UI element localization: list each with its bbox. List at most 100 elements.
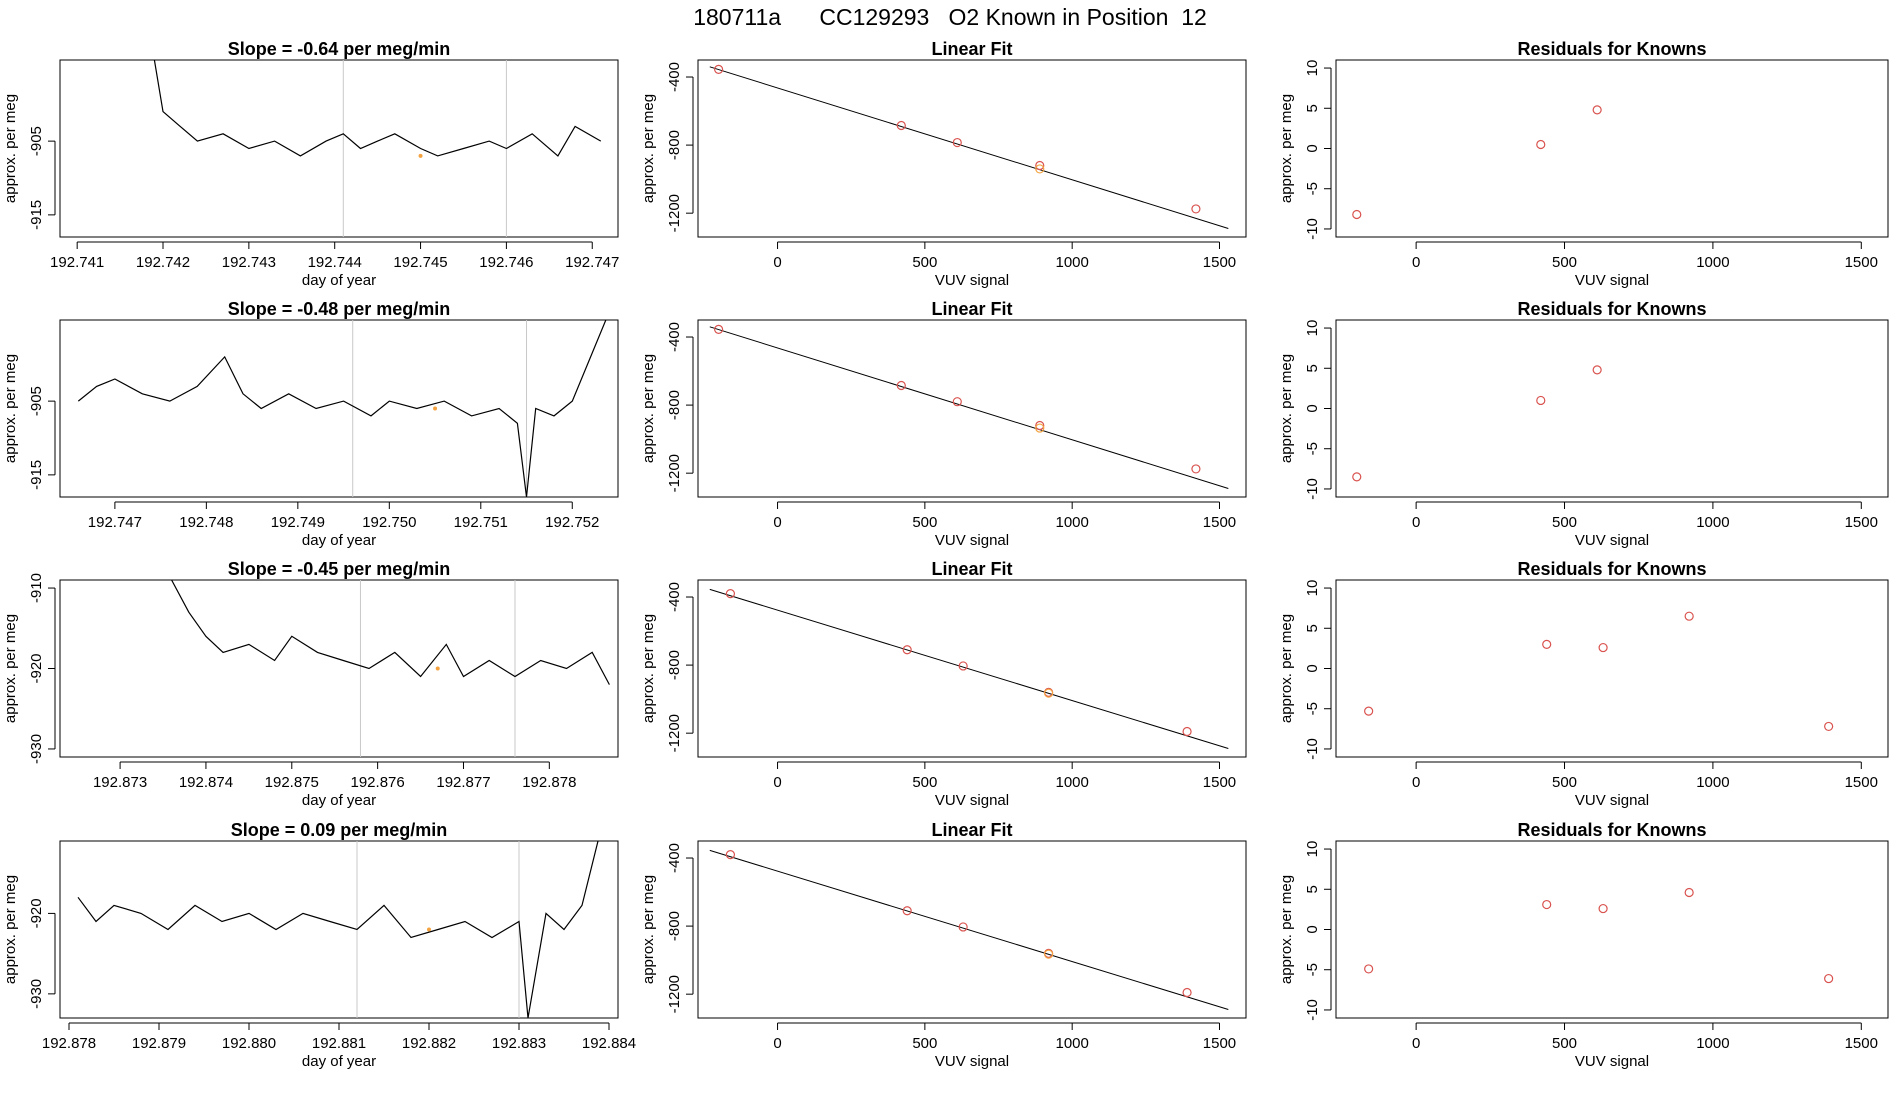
data-point (725, 589, 736, 599)
y-tick-label: -800 (666, 390, 683, 420)
y-tick-label: -400 (666, 582, 683, 612)
y-tick-label: -905 (28, 386, 45, 416)
plot-area (153, 60, 602, 237)
data-point (958, 661, 968, 671)
y-tick-label: 10 (1304, 841, 1321, 858)
y-tick-label: -920 (28, 653, 45, 683)
data-point (1684, 887, 1694, 898)
y-tick-label: 0 (1304, 404, 1321, 412)
chart-panel-7: Slope = -0.45 per meg/min 192.873 192.874 1… (2, 559, 619, 809)
y-tick-label: -5 (1304, 182, 1321, 195)
chart-title: Slope = -0.48 per meg/min (228, 299, 451, 319)
y-tick-label: -905 (28, 126, 45, 156)
y-tick-label: -400 (666, 322, 683, 352)
x-tick-label: 500 (1552, 514, 1577, 531)
x-tick-label: 0 (1412, 1035, 1420, 1052)
x-tick-label: 192.750 (362, 514, 416, 531)
plot-area (1364, 611, 1834, 732)
data-point (896, 380, 906, 391)
chart-title: Linear Fit (931, 39, 1012, 59)
plot-frame (59, 579, 619, 758)
x-tick-label: 1000 (1055, 254, 1088, 271)
plot-area (1352, 105, 1602, 220)
chart-panel-3: Residuals for Knowns 0 500 1000 1500 VUV sign… (1278, 39, 1889, 289)
series-line (171, 580, 610, 685)
x-tick-label: 192.878 (42, 1035, 96, 1052)
data-point (1536, 395, 1546, 406)
y-axis-label: approx. per meg (640, 875, 657, 984)
x-tick-label: 500 (912, 774, 937, 791)
x-tick-label: 0 (1412, 254, 1420, 271)
y-axis-label: approx. per meg (1278, 614, 1295, 723)
chart-title: Slope = 0.09 per meg/min (231, 820, 448, 840)
plot-area (77, 841, 599, 1018)
highlight-marker (427, 927, 431, 932)
chart-title: Linear Fit (931, 299, 1012, 319)
x-axis-label: VUV signal (935, 1053, 1009, 1070)
y-axis-label: approx. per meg (2, 354, 19, 463)
y-tick-label: -1200 (666, 194, 683, 232)
x-tick-label: 192.746 (479, 254, 533, 271)
y-axis-label: approx. per meg (1278, 94, 1295, 203)
chart-title: Slope = -0.64 per meg/min (228, 39, 451, 59)
highlight-marker (433, 406, 438, 411)
data-point (1592, 365, 1602, 375)
x-tick-label: 192.873 (93, 774, 147, 791)
y-tick-label: 10 (1304, 320, 1321, 337)
plot-frame (59, 59, 619, 238)
y-tick-label: -1200 (666, 454, 683, 492)
x-tick-label: 192.751 (454, 514, 508, 531)
x-tick-label: 192.741 (50, 254, 104, 271)
x-tick-label: 192.748 (179, 514, 233, 531)
x-tick-label: 1500 (1845, 254, 1878, 271)
y-tick-label: -5 (1304, 963, 1321, 976)
x-tick-label: 0 (773, 514, 781, 531)
data-point (896, 120, 906, 131)
y-axis-label: approx. per meg (1278, 875, 1295, 984)
data-point (1824, 973, 1834, 984)
y-tick-label: -800 (666, 650, 683, 680)
chart-panel-10: Slope = 0.09 per meg/min 192.878 192.879 19… (2, 820, 636, 1070)
plot-area (1352, 365, 1602, 482)
x-axis-label: day of year (302, 792, 376, 809)
chart-title: Linear Fit (931, 820, 1012, 840)
x-tick-label: 1500 (1845, 1035, 1878, 1052)
y-axis-label: approx. per meg (2, 614, 19, 723)
x-tick-label: 1000 (1696, 774, 1729, 791)
chart-panel-9: Residuals for Knowns 0 500 1000 1500 VUV sign… (1278, 559, 1889, 809)
x-tick-label: 192.883 (492, 1035, 546, 1052)
plot-frame (1335, 59, 1889, 238)
x-tick-label: 0 (773, 254, 781, 271)
x-tick-label: 0 (1412, 774, 1420, 791)
x-tick-label: 1000 (1696, 1035, 1729, 1052)
data-point (1035, 160, 1045, 171)
data-point (1542, 899, 1552, 910)
y-tick-label: -10 (1304, 999, 1321, 1021)
data-point (1364, 964, 1374, 974)
x-tick-label: 192.884 (582, 1035, 636, 1052)
chart-panel-4: Slope = -0.48 per meg/min 192.747 192.748 1… (2, 299, 619, 549)
x-axis-label: VUV signal (1575, 272, 1649, 289)
plot-frame (697, 579, 1247, 758)
data-point (1182, 726, 1192, 737)
chart-panel-2: Linear Fit 0 500 1000 1500 VUV signal -400 -800… (640, 39, 1247, 289)
x-tick-label: 500 (912, 254, 937, 271)
y-axis-label: approx. per meg (2, 94, 19, 203)
fit-line (709, 588, 1229, 749)
series-line (77, 841, 599, 1018)
data-point (1352, 472, 1362, 482)
x-axis-label: day of year (302, 532, 376, 549)
x-tick-label: 1000 (1696, 254, 1729, 271)
chart-title: Residuals for Knowns (1517, 820, 1706, 840)
y-tick-label: -930 (28, 979, 45, 1009)
x-tick-label: 1000 (1055, 774, 1088, 791)
x-tick-label: 192.874 (179, 774, 233, 791)
chart-panel-11: Linear Fit 0 500 1000 1500 VUV signal -400 -800… (640, 820, 1247, 1070)
x-tick-label: 1500 (1203, 254, 1236, 271)
y-tick-label: 5 (1304, 364, 1321, 372)
plot-area (1364, 887, 1834, 984)
page-title: 180711a CC129293 O2 Known in Position 12 (693, 4, 1207, 30)
data-point (714, 324, 724, 334)
plot-frame (697, 59, 1247, 238)
fit-line (709, 849, 1229, 1010)
